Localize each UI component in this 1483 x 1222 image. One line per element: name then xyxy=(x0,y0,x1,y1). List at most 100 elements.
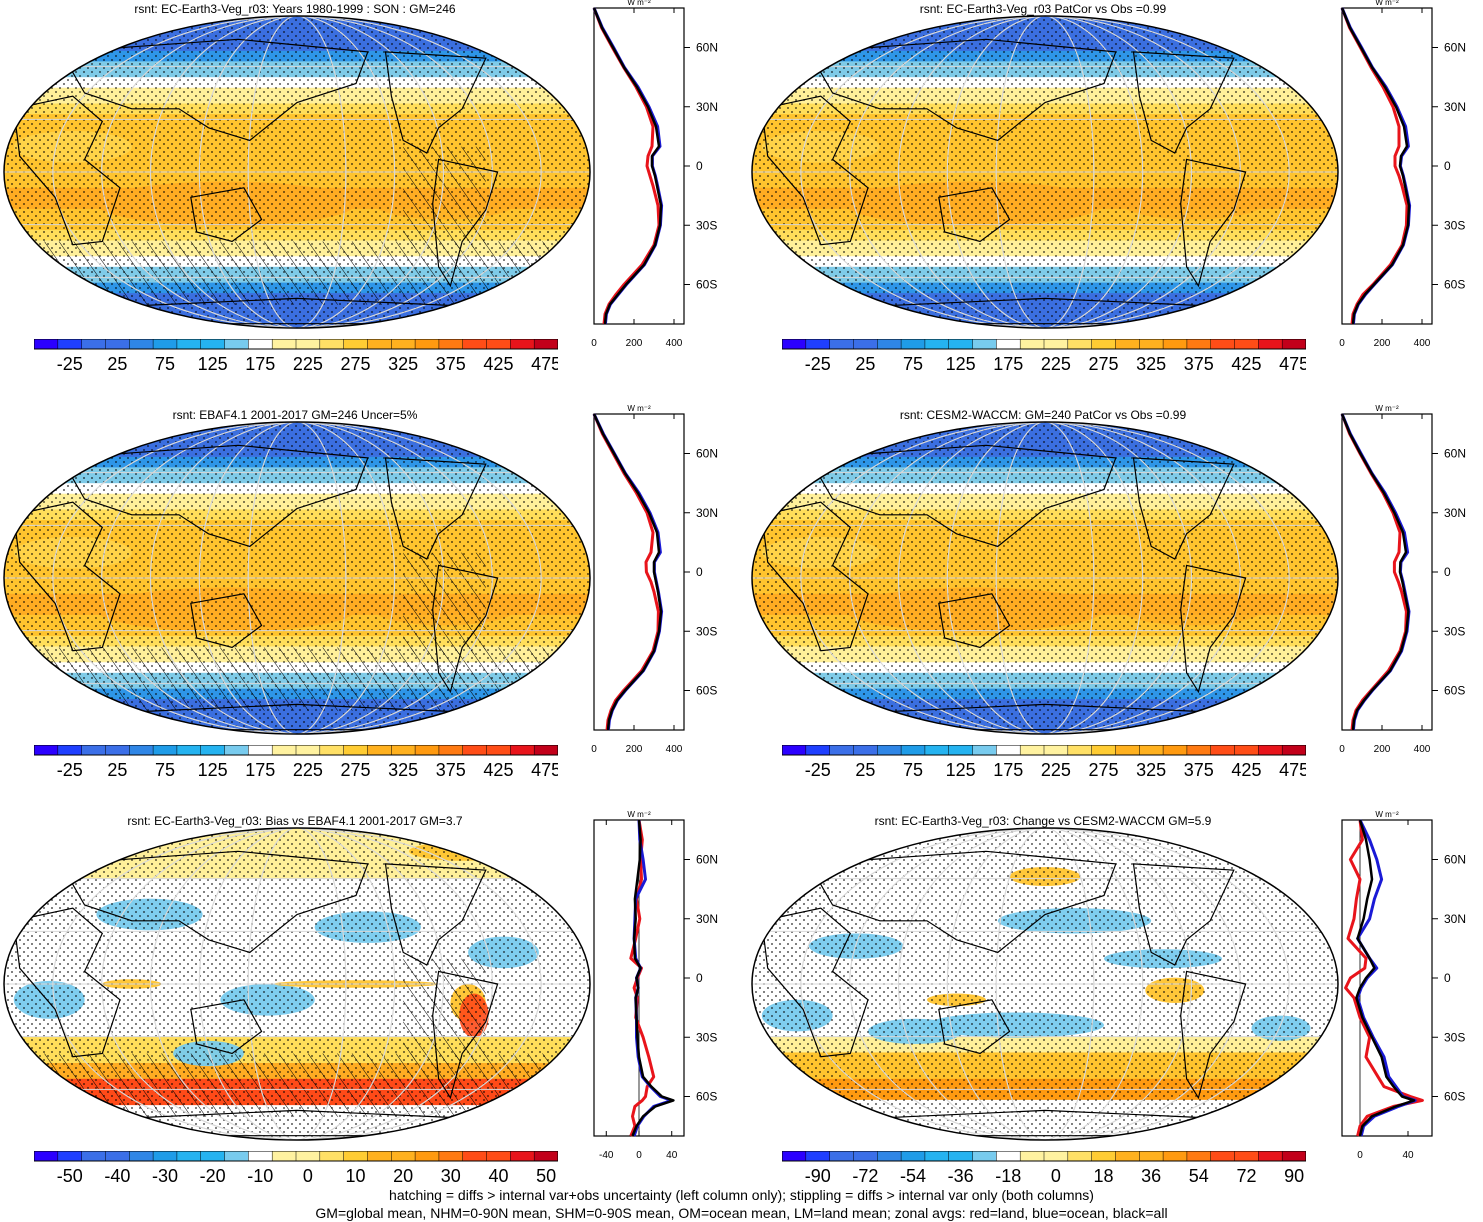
zonal-x-label: 200 xyxy=(1374,744,1391,755)
colorbar-label: 325 xyxy=(1136,760,1166,780)
colorbar-box xyxy=(105,745,131,756)
colorbar-label: -10 xyxy=(247,1166,273,1186)
colorbar-box xyxy=(1019,745,1045,756)
zonal-lat-label: 60N xyxy=(1444,447,1466,461)
zonal-frame xyxy=(593,7,685,325)
colorbar-box xyxy=(972,339,998,350)
zonal-lat-label: 30N xyxy=(696,912,718,926)
zonal-lat-label: 0 xyxy=(1444,971,1451,985)
colorbar-label: 325 xyxy=(1136,354,1166,374)
colorbar-box xyxy=(152,1151,178,1162)
colorbar-box xyxy=(782,745,807,756)
zonal-lat-label: 60S xyxy=(1444,278,1465,292)
colorbar: -25 25 75 125 175 225 275 325 375 425 475 xyxy=(782,339,1306,374)
colorbar-box xyxy=(1115,745,1141,756)
colorbar-box xyxy=(271,1151,297,1162)
colorbar-box xyxy=(57,339,83,350)
colorbar-box xyxy=(1162,745,1188,756)
colorbar-box xyxy=(34,745,59,756)
zonal-line-all xyxy=(1340,7,1411,325)
colorbar-box xyxy=(510,1151,535,1162)
colorbar-box xyxy=(81,339,107,350)
zonal-x-label: -40 xyxy=(599,1150,614,1161)
colorbar-box xyxy=(224,745,250,756)
colorbar-label: 175 xyxy=(245,354,275,374)
colorbar-box xyxy=(414,1151,440,1162)
zonal-lat-label: 30N xyxy=(1444,506,1466,520)
colorbar-box xyxy=(1139,745,1164,756)
colorbar-box xyxy=(853,1151,879,1162)
colorbar-frame xyxy=(34,339,558,350)
hatching-east-pacific xyxy=(403,146,486,248)
map-field xyxy=(4,16,590,328)
colorbar-box xyxy=(829,1151,855,1162)
zonal-x-label: 200 xyxy=(626,744,643,755)
colorbar-box xyxy=(1067,1151,1093,1162)
zonal-lat-label: 30S xyxy=(1444,218,1465,232)
colorbar-label: 325 xyxy=(388,354,418,374)
colorbar-label: 75 xyxy=(903,760,923,780)
colorbar-box xyxy=(1234,339,1260,350)
colorbar-label: 175 xyxy=(993,760,1023,780)
colorbar-box xyxy=(57,1151,83,1162)
colorbar-box xyxy=(462,339,488,350)
colorbar: -50 -40 -30 -20 -10 0 10 20 30 40 50 xyxy=(34,1151,558,1186)
colorbar-label: -54 xyxy=(900,1166,926,1186)
colorbar-box xyxy=(295,1151,321,1162)
zonal-lat-label: 0 xyxy=(1444,159,1451,173)
world-map xyxy=(3,421,591,735)
zonal-x-label: 200 xyxy=(626,338,643,349)
colorbar-box xyxy=(924,745,950,756)
colorbar-label: 54 xyxy=(1189,1166,1209,1186)
colorbar-frame xyxy=(34,1151,558,1162)
colorbar-box xyxy=(438,745,464,756)
zonal-lat-label: 30N xyxy=(696,100,718,114)
colorbar-box xyxy=(1234,1151,1260,1162)
map-border xyxy=(751,421,1339,735)
zonal-line-land xyxy=(1344,819,1424,1137)
colorbar: -25 25 75 125 175 225 275 325 375 425 475 xyxy=(34,745,558,780)
colorbar-label: -30 xyxy=(152,1166,178,1186)
world-map xyxy=(3,15,591,329)
colorbar-label: 18 xyxy=(1094,1166,1114,1186)
colorbar-box xyxy=(924,1151,950,1162)
colorbar-box xyxy=(462,1151,488,1162)
colorbar-box xyxy=(1162,339,1188,350)
colorbar-box xyxy=(57,745,83,756)
colorbar-label: 25 xyxy=(855,760,875,780)
colorbar-label: 90 xyxy=(1284,1166,1304,1186)
zonal-lat-label: 60N xyxy=(696,447,718,461)
colorbar-frame xyxy=(34,745,558,756)
colorbar-box xyxy=(295,745,321,756)
zonal-line-all xyxy=(1340,413,1410,731)
colorbar-box xyxy=(200,339,226,350)
colorbar-box xyxy=(391,1151,416,1162)
colorbar-label: -36 xyxy=(948,1166,974,1186)
colorbar-box xyxy=(391,745,416,756)
colorbar-box xyxy=(414,339,440,350)
zonal-lat-label: 60S xyxy=(1444,1090,1465,1104)
colorbar-label: 275 xyxy=(341,760,371,780)
colorbar-label: -25 xyxy=(57,760,83,780)
colorbar-label: 425 xyxy=(1231,760,1261,780)
hatching-southern xyxy=(31,1053,563,1117)
colorbar-label: 475 xyxy=(1279,354,1306,374)
colorbar-label: 36 xyxy=(1141,1166,1161,1186)
map-border xyxy=(3,421,591,735)
map-title: rsnt: EC-Earth3-Veg_r03: Bias vs EBAF4.1… xyxy=(127,814,463,828)
colorbar-label: -18 xyxy=(995,1166,1021,1186)
colorbar-box xyxy=(877,339,902,350)
footer-note-legend: GM=global mean, NHM=0-90N mean, SHM=0-90… xyxy=(315,1205,1168,1221)
colorbar-box xyxy=(1091,339,1117,350)
colorbar-box xyxy=(200,1151,226,1162)
colorbar: -25 25 75 125 175 225 275 325 375 425 475 xyxy=(782,745,1306,780)
colorbar-box xyxy=(510,339,535,350)
colorbar-label: 175 xyxy=(245,760,275,780)
zonal-lat-label: 0 xyxy=(696,971,703,985)
colorbar-box xyxy=(438,339,464,350)
colorbar-box xyxy=(1091,1151,1117,1162)
zonal-lat-label: 60S xyxy=(696,684,717,698)
colorbar-box xyxy=(1019,339,1045,350)
colorbar-label: 225 xyxy=(293,760,323,780)
colorbar-box xyxy=(853,745,879,756)
